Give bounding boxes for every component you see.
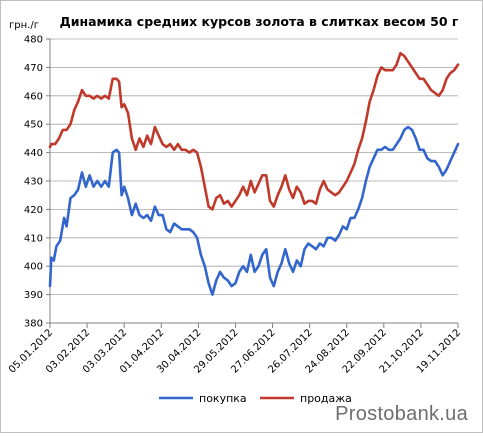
- watermark-text: Prostobank.ua: [335, 403, 468, 425]
- y-tick-labels: 380 390 400 410 420 430 440 450 460 470 480: [24, 35, 43, 330]
- series-line-buy: [48, 125, 460, 296]
- y-tick-label: 440: [24, 148, 43, 159]
- y-tick-label: 420: [24, 205, 43, 216]
- y-tick-label: 380: [24, 319, 43, 330]
- y-tick-label: 470: [24, 63, 43, 74]
- chart-title: Динамика средних курсов золота в слитках…: [60, 14, 459, 29]
- y-tick-label: 480: [24, 35, 43, 46]
- y-tick-label: 410: [24, 233, 43, 244]
- y-tick-label: 450: [24, 120, 43, 131]
- legend-label: продажа: [300, 392, 352, 405]
- y-axis-label: грн./г: [9, 20, 39, 31]
- x-tick-labels: 05.01.201203.02.201203.03.201201.04.2012…: [7, 327, 463, 375]
- y-tick-label: 390: [24, 290, 43, 301]
- legend: покупка продажа: [159, 392, 352, 405]
- y-tick-label: 460: [24, 91, 43, 102]
- legend-label: покупка: [199, 392, 247, 405]
- series-lines: [48, 51, 460, 296]
- series-line-sell: [48, 51, 460, 211]
- y-tick-label: 430: [24, 177, 43, 188]
- y-tick-label: 400: [24, 262, 43, 273]
